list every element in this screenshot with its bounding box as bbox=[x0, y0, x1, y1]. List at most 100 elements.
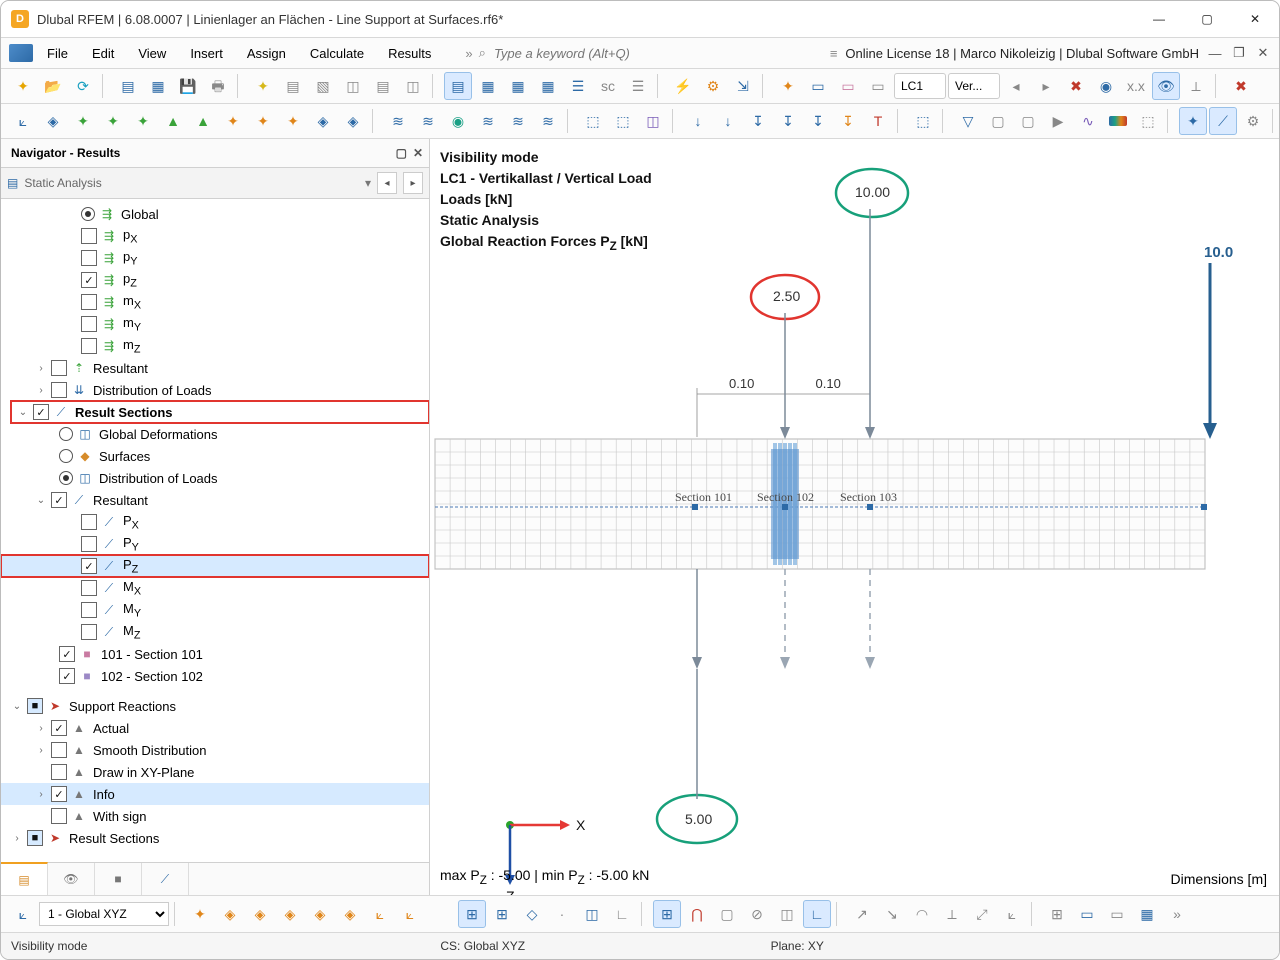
tree-withsign[interactable]: › ▲ With sign bbox=[1, 805, 429, 827]
keyword-search[interactable] bbox=[492, 45, 756, 62]
tree-Mx[interactable]: ⟋ MX bbox=[1, 577, 429, 599]
bt-b22[interactable]: ↘ bbox=[878, 900, 906, 928]
tree-px[interactable]: ⇶ pX bbox=[1, 225, 429, 247]
twisty-icon[interactable]: › bbox=[35, 745, 47, 756]
tb2-b7[interactable]: ▲ bbox=[189, 107, 217, 135]
checkbox[interactable] bbox=[81, 536, 97, 552]
tb2-b33[interactable]: ▶ bbox=[1044, 107, 1072, 135]
tb2-b32[interactable]: ▢ bbox=[1014, 107, 1042, 135]
tb2-b25[interactable]: ↧ bbox=[774, 107, 802, 135]
tree-My[interactable]: ⟋ MY bbox=[1, 599, 429, 621]
bt-b10[interactable]: ⊞ bbox=[488, 900, 516, 928]
tb2-b8[interactable]: ✦ bbox=[219, 107, 247, 135]
checkbox[interactable]: ✓ bbox=[51, 492, 67, 508]
tb2-b19[interactable]: ⬚ bbox=[579, 107, 607, 135]
menu-edit[interactable]: Edit bbox=[82, 43, 124, 64]
bt-b30[interactable]: ▦ bbox=[1133, 900, 1161, 928]
radio-icon[interactable] bbox=[81, 207, 95, 221]
twisty-icon[interactable]: ⌄ bbox=[17, 407, 29, 418]
tb2-b12[interactable]: ◈ bbox=[339, 107, 367, 135]
tree-Px[interactable]: ⟋ PX bbox=[1, 511, 429, 533]
bt-b19[interactable]: ◫ bbox=[773, 900, 801, 928]
menu-file[interactable]: File bbox=[37, 43, 78, 64]
panel-dock-icon[interactable]: ▢ bbox=[396, 146, 407, 160]
mdi-rest-icon[interactable]: ❐ bbox=[1231, 45, 1247, 61]
bt-b9[interactable]: ⊞ bbox=[458, 900, 486, 928]
bt-b17[interactable]: ▢ bbox=[713, 900, 741, 928]
bt-b29[interactable]: ▭ bbox=[1103, 900, 1131, 928]
tb2-b3[interactable]: ✦ bbox=[69, 107, 97, 135]
combo-dropdown-icon[interactable]: ▾ bbox=[365, 176, 371, 190]
checkbox[interactable]: ✓ bbox=[59, 646, 75, 662]
bt-b6[interactable]: ◈ bbox=[336, 900, 364, 928]
tree-globdef[interactable]: ◫ Global Deformations bbox=[1, 423, 429, 445]
twisty-icon[interactable]: ⌄ bbox=[35, 495, 47, 506]
tree-actual[interactable]: › ✓ ▲ Actual bbox=[1, 717, 429, 739]
tb2-b18[interactable]: ≋ bbox=[534, 107, 562, 135]
tb2-b11[interactable]: ◈ bbox=[309, 107, 337, 135]
checkbox[interactable] bbox=[81, 602, 97, 618]
tb2-b17[interactable]: ≋ bbox=[504, 107, 532, 135]
tb1-b18[interactable]: ☰ bbox=[564, 72, 592, 100]
tree-mz[interactable]: ⇶ mZ bbox=[1, 335, 429, 357]
checkbox[interactable] bbox=[51, 382, 67, 398]
bt-b27[interactable]: ⊞ bbox=[1043, 900, 1071, 928]
bt-b7[interactable]: ⟀ bbox=[366, 900, 394, 928]
tree-info[interactable]: › ✓ ▲ Info bbox=[1, 783, 429, 805]
tb2-b14[interactable]: ≋ bbox=[414, 107, 442, 135]
tb1-b31[interactable]: ⟂ bbox=[1182, 72, 1210, 100]
bt-cs-icon[interactable]: ⟀ bbox=[9, 900, 37, 928]
tree-pz[interactable]: ✓ ⇶ pZ bbox=[1, 269, 429, 291]
tree-mx[interactable]: ⇶ mX bbox=[1, 291, 429, 313]
radio-icon[interactable] bbox=[59, 471, 73, 485]
tb2-b29[interactable]: ⬚ bbox=[909, 107, 937, 135]
tb2-b26[interactable]: ↧ bbox=[804, 107, 832, 135]
tb2-b9[interactable]: ✦ bbox=[249, 107, 277, 135]
tb2-b31[interactable]: ▢ bbox=[984, 107, 1012, 135]
twisty-icon[interactable]: › bbox=[35, 789, 47, 800]
tree-distloads[interactable]: › ⇊ Distribution of Loads bbox=[1, 379, 429, 401]
checkbox[interactable]: ✓ bbox=[81, 558, 97, 574]
tb2-b30[interactable]: ▽ bbox=[954, 107, 982, 135]
tb1-case-b-input[interactable] bbox=[953, 78, 995, 94]
tb1-case-a[interactable] bbox=[894, 73, 946, 99]
menu-results[interactable]: Results bbox=[378, 43, 441, 64]
tb1-b29[interactable]: x.x bbox=[1122, 72, 1150, 100]
tree-s102[interactable]: ✓ ■ 102 - Section 102 bbox=[1, 665, 429, 687]
tb2-b34[interactable]: ∿ bbox=[1074, 107, 1102, 135]
tb1-open[interactable]: 📂 bbox=[39, 72, 67, 100]
tb1-b26[interactable]: ▭ bbox=[834, 72, 862, 100]
tb1-prev[interactable]: ◂ bbox=[1002, 72, 1030, 100]
tb1-b12[interactable]: ▤ bbox=[369, 72, 397, 100]
tb1-b13[interactable]: ◫ bbox=[399, 72, 427, 100]
bt-b15[interactable]: ⊞ bbox=[653, 900, 681, 928]
list-icon[interactable]: ≡ bbox=[830, 46, 838, 61]
tb2-b15[interactable]: ◉ bbox=[444, 107, 472, 135]
menu-view[interactable]: View bbox=[128, 43, 176, 64]
tb1-case-a-input[interactable] bbox=[899, 78, 941, 94]
menu-assign[interactable]: Assign bbox=[237, 43, 296, 64]
tree-resultant[interactable]: › ⇡ Resultant bbox=[1, 357, 429, 379]
tb1-b32[interactable]: ✖ bbox=[1227, 72, 1255, 100]
tb2-b35[interactable] bbox=[1104, 107, 1132, 135]
tb1-b9[interactable]: ▤ bbox=[279, 72, 307, 100]
twisty-icon[interactable]: › bbox=[35, 385, 47, 396]
twisty-icon[interactable]: ⌄ bbox=[11, 701, 23, 712]
mdi-min-icon[interactable]: — bbox=[1207, 45, 1223, 61]
tb2-b5[interactable]: ✦ bbox=[129, 107, 157, 135]
tb1-b8[interactable]: ✦ bbox=[249, 72, 277, 100]
max-button[interactable]: ▢ bbox=[1183, 1, 1231, 37]
tb1-b14[interactable]: ▤ bbox=[444, 72, 472, 100]
bt-b21[interactable]: ↗ bbox=[848, 900, 876, 928]
bt-b23[interactable]: ◠ bbox=[908, 900, 936, 928]
panel-close-icon[interactable]: ✕ bbox=[413, 146, 423, 160]
close-button[interactable]: ✕ bbox=[1231, 1, 1279, 37]
tb2-b4[interactable]: ✦ bbox=[99, 107, 127, 135]
checkbox[interactable] bbox=[51, 360, 67, 376]
bt-b31[interactable]: » bbox=[1163, 900, 1191, 928]
tb1-b19[interactable]: sc bbox=[594, 72, 622, 100]
radio-icon[interactable] bbox=[59, 449, 73, 463]
bt-b18[interactable]: ⊘ bbox=[743, 900, 771, 928]
checkbox[interactable]: ✓ bbox=[51, 720, 67, 736]
tb2-b39[interactable]: ⚙ bbox=[1239, 107, 1267, 135]
